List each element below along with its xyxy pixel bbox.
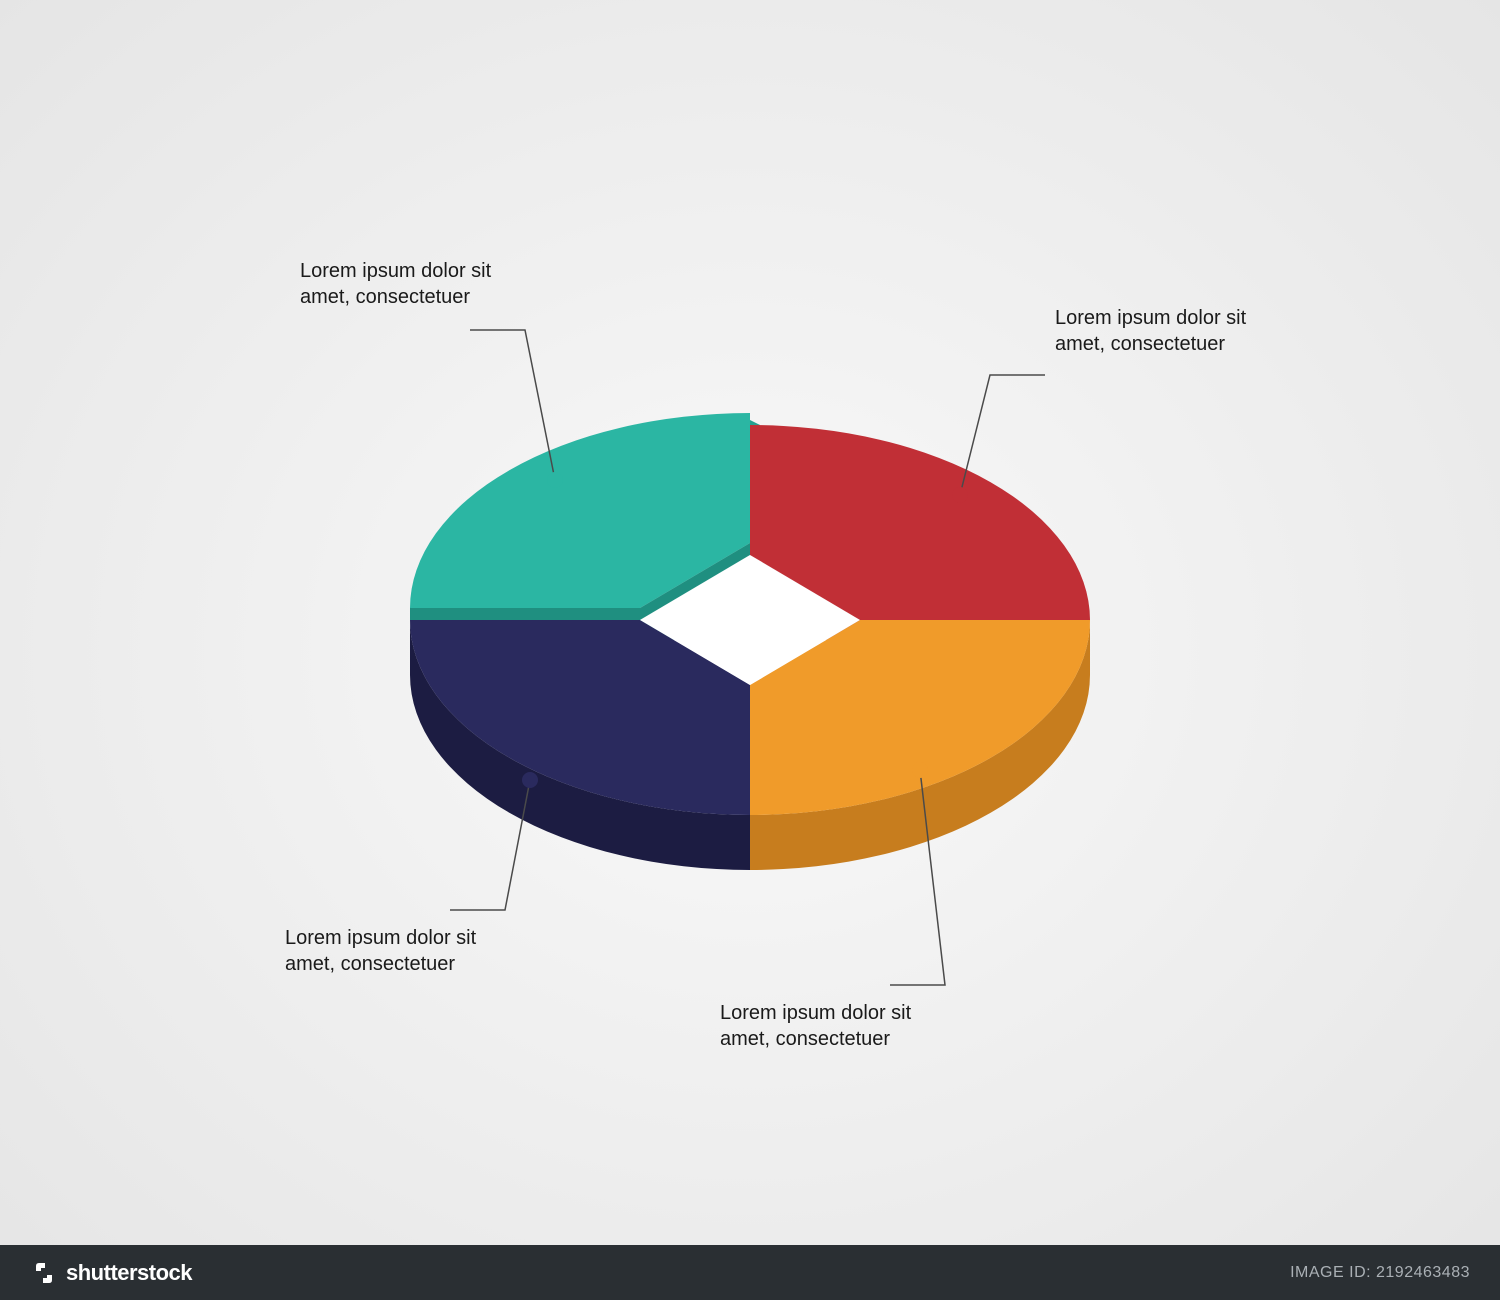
footer-brand-text: shutterstock xyxy=(66,1260,192,1286)
label-red: Lorem ipsum dolor sit amet, consectetuer xyxy=(1055,305,1255,357)
label-teal: Lorem ipsum dolor sit amet, consectetuer xyxy=(300,258,500,310)
dot-red xyxy=(952,487,968,503)
footer-image-id: IMAGE ID: 2192463483 xyxy=(1290,1264,1470,1282)
footer-logo: shutterstock xyxy=(30,1259,192,1287)
label-orange: Lorem ipsum dolor sit amet, consectetuer xyxy=(720,1000,920,1052)
dot-orange xyxy=(912,762,928,778)
footer-bar: shutterstock IMAGE ID: 2192463483 xyxy=(0,1245,1500,1300)
segment-teal-left-edge xyxy=(410,608,640,620)
infographic-canvas xyxy=(0,0,1500,1300)
shutterstock-icon xyxy=(30,1259,58,1287)
dot-navy xyxy=(522,772,538,788)
label-navy: Lorem ipsum dolor sit amet, consectetuer xyxy=(285,925,485,977)
dot-teal xyxy=(547,472,563,488)
